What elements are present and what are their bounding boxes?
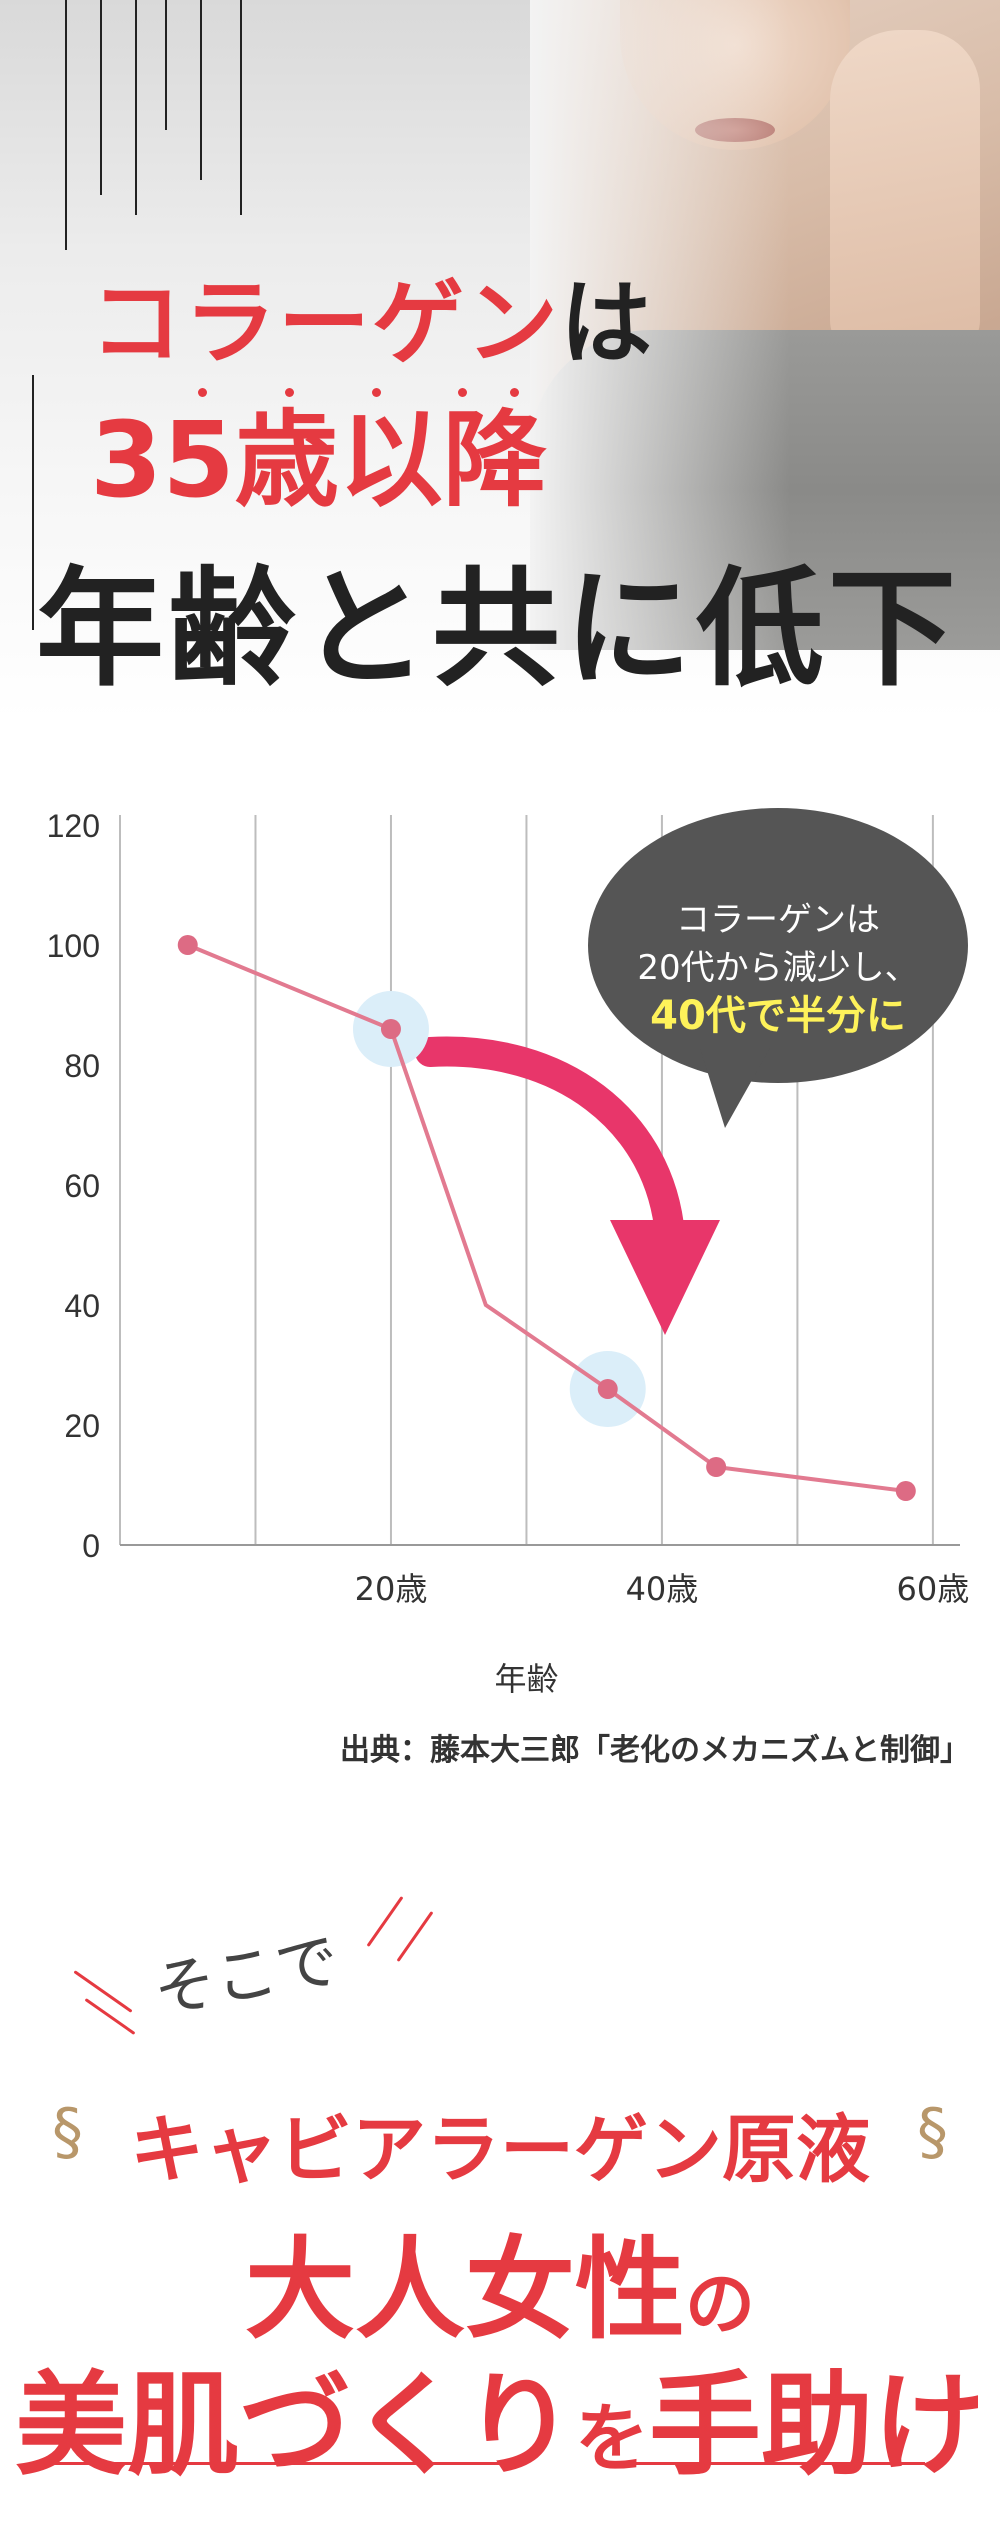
deco-slash: [366, 1896, 404, 1947]
y-tick-label: 20: [64, 1408, 100, 1444]
hero-title-dark: は: [560, 270, 655, 377]
hero-photo: [530, 0, 1000, 650]
deco-slash: [84, 1998, 136, 2035]
promo-line2: 大人女性の: [0, 2200, 1000, 2360]
callout-tail: [700, 1048, 770, 1128]
decrease-arrow-icon: [415, 1036, 685, 1250]
hero-title-line2: 35歳以降: [90, 399, 547, 521]
callout-line2: 20代から減少し、: [637, 948, 919, 988]
promo-lead: そこで: [148, 1923, 344, 2028]
collagen-chart: 0 20 40 60 80 100 120 20歳 40歳 60歳年齢 コラーゲンは 20代から減…: [0, 790, 1000, 1770]
promo-underline-left: [35, 2462, 515, 2465]
ornament-left-icon: §: [52, 2095, 83, 2168]
y-tick-label: 0: [82, 1528, 100, 1564]
deco-line: [65, 0, 67, 250]
y-tick-label: 80: [64, 1048, 100, 1084]
y-tick-label: 40: [64, 1288, 100, 1324]
hero-section: コラーゲンは 35歳以降 年齢と共に低下: [0, 0, 1000, 720]
x-tick-label: 40歳: [626, 1570, 699, 1608]
promo-line3-small: を: [575, 2396, 649, 2482]
emphasis-dots: [90, 388, 530, 398]
ornament-right-icon: §: [917, 2095, 948, 2168]
deco-line: [100, 0, 102, 195]
x-axis-label: 年齢: [494, 1660, 558, 1698]
hero-photo-fade: [530, 0, 790, 650]
y-tick-label: 120: [47, 808, 100, 844]
y-tick-label: 60: [64, 1168, 100, 1204]
callout-text: コラーゲンは 20代から減少し、 40代で半分に: [588, 896, 968, 1040]
promo-line3: 美肌づくりを手助け: [0, 2335, 1000, 2497]
hero-title-line3: 年齢と共に低下: [36, 554, 961, 704]
promo-line3-a: 美肌づくり: [15, 2360, 575, 2491]
data-point: [706, 1457, 727, 1477]
data-point: [177, 935, 198, 955]
deco-line-vertical: [32, 375, 34, 630]
decrease-arrow-head-icon: [610, 1220, 720, 1335]
hero-photo-hand: [830, 30, 980, 360]
collagen-series-line: [186, 943, 907, 1493]
deco-line: [240, 0, 242, 215]
data-point: [895, 1481, 916, 1501]
deco-line: [165, 0, 167, 130]
callout-line1: コラーゲンは: [676, 900, 880, 940]
promo-line2-main: 大人女性: [245, 2225, 685, 2354]
data-point: [380, 1019, 401, 1039]
data-point: [597, 1379, 618, 1399]
callout-bubble: [588, 808, 968, 1083]
promo-line2-small: の: [685, 2262, 755, 2345]
y-tick-label: 100: [47, 928, 100, 964]
callout-highlight: 40代で半分に: [650, 993, 906, 1039]
deco-line: [200, 0, 202, 180]
promo-underline-right: [625, 2462, 925, 2465]
chart-source: 出典：藤本大三郎「老化のメカニズムと制御」: [340, 1733, 970, 1768]
deco-slash: [73, 1970, 133, 2013]
promo-product-name: キャビアラーゲン原液: [130, 2107, 870, 2193]
deco-slash: [396, 1911, 434, 1962]
x-tick-label: 20歳: [355, 1570, 428, 1608]
promo-line3-b: 手助け: [649, 2360, 985, 2491]
hero-title-line1: コラーゲンは: [90, 278, 654, 370]
x-tick-label: 60歳: [897, 1570, 970, 1608]
hero-title-red: コラーゲン: [90, 270, 561, 377]
deco-line: [135, 0, 137, 215]
